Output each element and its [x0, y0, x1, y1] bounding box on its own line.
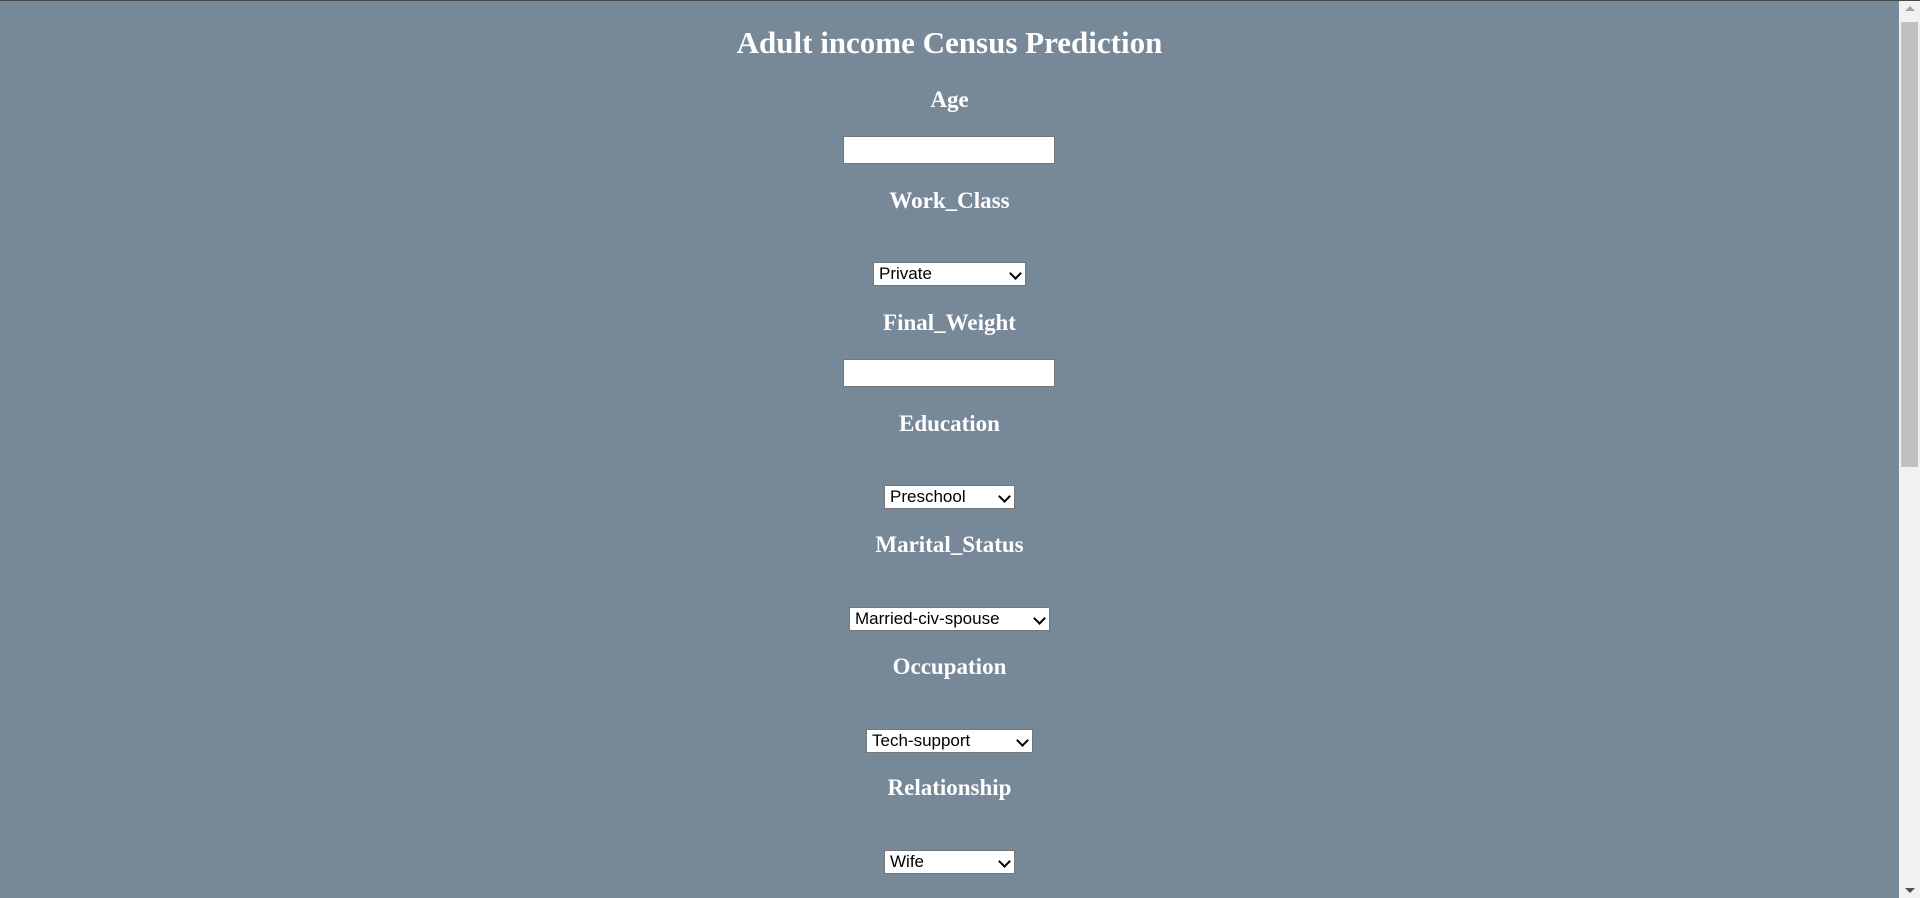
- chevron-down-icon: [1016, 734, 1029, 747]
- final-weight-label: Final_Weight: [883, 310, 1016, 335]
- work-class-selected-value: Private: [879, 264, 932, 283]
- final-weight-input[interactable]: [843, 359, 1055, 387]
- education-label-row: Education: [0, 410, 1899, 438]
- work-class-select[interactable]: Private: [873, 262, 1026, 286]
- marital-status-label: Marital_Status: [875, 532, 1024, 557]
- chevron-down-icon: [998, 490, 1011, 503]
- age-label: Age: [930, 87, 969, 112]
- marital-status-select[interactable]: Married-civ-spouse: [849, 607, 1050, 631]
- age-label-row: Age: [0, 86, 1899, 114]
- occupation-label: Occupation: [892, 654, 1007, 679]
- page-title: Adult income Census Prediction: [736, 25, 1163, 60]
- relationship-selected-value: Wife: [890, 852, 924, 871]
- window-top-border: [0, 0, 1920, 1]
- scroll-up-arrow-icon[interactable]: [1905, 6, 1915, 11]
- scrollbar-thumb[interactable]: [1901, 22, 1918, 467]
- final-weight-label-row: Final_Weight: [0, 309, 1899, 337]
- marital-status-selected-value: Married-civ-spouse: [855, 609, 1000, 628]
- relationship-label-row: Relationship: [0, 774, 1899, 802]
- occupation-selected-value: Tech-support: [872, 731, 971, 750]
- relationship-label: Relationship: [887, 775, 1012, 800]
- work-class-label: Work_Class: [889, 188, 1010, 213]
- education-selected-value: Preschool: [890, 487, 966, 506]
- age-input[interactable]: [843, 136, 1055, 164]
- chevron-down-icon: [1009, 267, 1022, 280]
- relationship-select[interactable]: Wife: [884, 850, 1015, 874]
- occupation-label-row: Occupation: [0, 653, 1899, 681]
- chevron-down-icon: [1033, 612, 1046, 625]
- occupation-select[interactable]: Tech-support: [866, 729, 1033, 753]
- education-label: Education: [899, 411, 1000, 436]
- marital-status-label-row: Marital_Status: [0, 531, 1899, 559]
- header: Adult income Census Prediction: [0, 25, 1899, 61]
- work-class-label-row: Work_Class: [0, 187, 1899, 215]
- chevron-down-icon: [998, 855, 1011, 868]
- vertical-scrollbar[interactable]: [1899, 1, 1920, 898]
- scroll-down-arrow-icon[interactable]: [1905, 888, 1915, 893]
- education-select[interactable]: Preschool: [884, 485, 1015, 509]
